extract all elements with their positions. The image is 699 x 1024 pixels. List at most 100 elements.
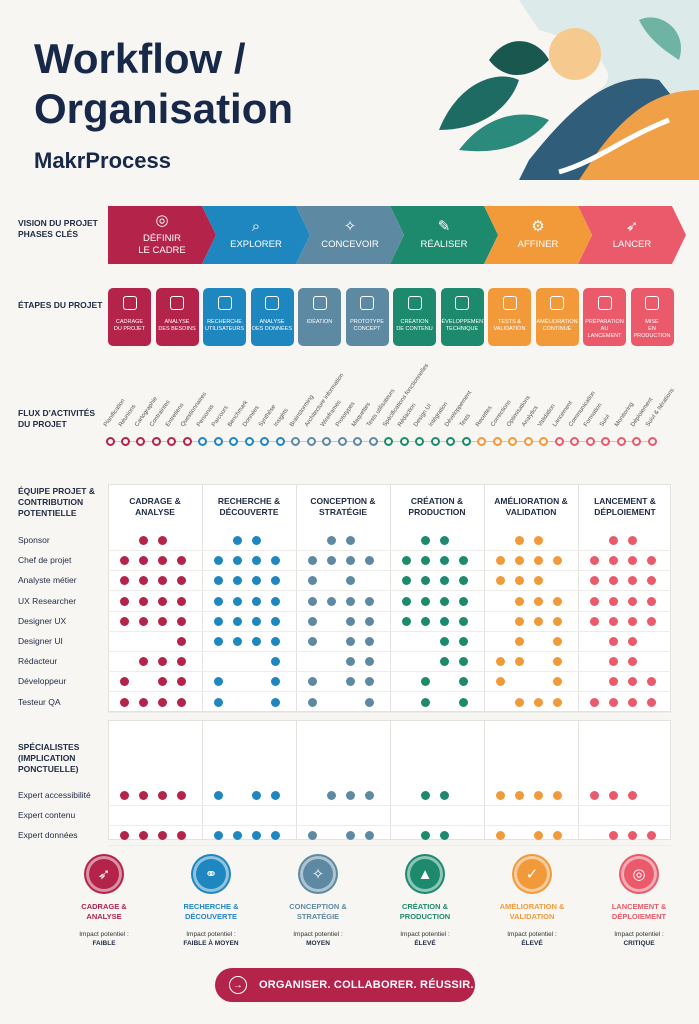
- contribution-dot: [365, 596, 374, 606]
- activity-dot[interactable]: [337, 437, 347, 446]
- activity-dot[interactable]: [105, 437, 115, 446]
- activity-dot[interactable]: [430, 437, 440, 446]
- impact-card-6: ◎ LANCEMENT & DÉPLOIEMENT Impact potentiel…: [587, 856, 691, 948]
- activity-dot[interactable]: [182, 437, 192, 446]
- step-card-2[interactable]: ANALYSE DES BESOINS: [155, 288, 199, 346]
- activity-dot[interactable]: [260, 437, 270, 446]
- phase-5[interactable]: ⚙ AFFINER: [484, 206, 592, 264]
- contribution-dot: [440, 657, 449, 667]
- contribution-dot: [233, 556, 242, 566]
- impact-level: FAIBLE: [92, 940, 116, 947]
- contribution-dot: [252, 556, 261, 566]
- activity-dot[interactable]: [647, 437, 657, 446]
- step-card-6[interactable]: PROTOTYPE CONCEPT: [345, 288, 389, 346]
- arrow-right-icon: →: [229, 976, 247, 994]
- activity-dot[interactable]: [213, 437, 223, 446]
- step-card-9[interactable]: TESTS & VALIDATION: [488, 288, 531, 346]
- contribution-dot: [120, 831, 129, 840]
- phase-6[interactable]: ➶ LANCER: [578, 206, 686, 264]
- activity-dot[interactable]: [554, 437, 564, 446]
- step-label: ANALYSE DES DONNÉES: [251, 319, 293, 332]
- impact-name: AMÉLIORATION & VALIDATION: [499, 902, 565, 921]
- contribution-dot: [553, 556, 562, 566]
- activity-dot[interactable]: [151, 437, 161, 446]
- contribution-dot: [421, 556, 430, 566]
- activity-dot[interactable]: [275, 437, 285, 446]
- cube-icon: [360, 296, 374, 310]
- contribution-dot: [609, 637, 618, 646]
- contribution-dot: [402, 616, 411, 626]
- column-divider: [390, 484, 391, 712]
- activity-dot[interactable]: [291, 437, 301, 446]
- activity-dot[interactable]: [229, 437, 239, 446]
- activity-dot[interactable]: [523, 437, 533, 446]
- contribution-dot: [120, 791, 129, 800]
- column-divider: [296, 484, 297, 712]
- contribution-dot: [177, 831, 186, 840]
- activity-dot[interactable]: [368, 437, 378, 446]
- step-card-5[interactable]: IDÉATION: [298, 288, 341, 346]
- activity-dot[interactable]: [136, 437, 146, 446]
- activity-dot[interactable]: [415, 437, 425, 446]
- step-card-7[interactable]: CRÉATION DE CONTENU: [393, 288, 436, 346]
- cta-button[interactable]: → ORGANISER. COLLABORER. RÉUSSIR.: [215, 968, 475, 1002]
- activity-dot[interactable]: [353, 437, 363, 446]
- contribution-dot: [308, 697, 317, 707]
- step-card-4[interactable]: ANALYSE DES DONNÉES: [250, 288, 294, 346]
- activity-dot[interactable]: [616, 437, 626, 446]
- activity-dot[interactable]: [167, 437, 177, 446]
- phase-3[interactable]: ✧ CONCEVOIR: [296, 206, 404, 264]
- phase-4[interactable]: ✎ RÉALISER: [390, 206, 498, 264]
- title-line-1: Workflow /: [34, 35, 246, 82]
- contribution-dot: [421, 616, 430, 626]
- phase-1[interactable]: ◎ DÉFINIR LE CADRE: [108, 206, 216, 264]
- step-label: ANALYSE DES BESOINS: [158, 319, 196, 332]
- contribution-dot: [440, 536, 449, 545]
- step-card-1[interactable]: CADRAGE DU PROJET: [108, 288, 151, 346]
- phase-label: DÉFINIR LE CADRE: [138, 233, 186, 256]
- activity-dot[interactable]: [461, 437, 471, 446]
- activity-dot[interactable]: [477, 437, 487, 446]
- activity-dot[interactable]: [508, 437, 518, 446]
- activity-dot[interactable]: [539, 437, 549, 446]
- step-card-10[interactable]: AMÉLIORATION CONTINUE: [535, 288, 579, 346]
- role-label: Designer UI: [18, 636, 63, 646]
- activity-dot[interactable]: [384, 437, 394, 446]
- step-card-12[interactable]: MISE EN PRODUCTION: [630, 288, 674, 346]
- step-card-8[interactable]: DÉVELOPPEMENT TECHNIQUE: [438, 288, 486, 346]
- contribution-dot: [459, 697, 468, 707]
- step-card-11[interactable]: PRÉPARATION AU LANCEMENT: [583, 288, 626, 346]
- badge-check-icon: ✓: [514, 856, 550, 892]
- activity-dot[interactable]: [322, 437, 332, 446]
- activity-dot[interactable]: [492, 437, 502, 446]
- phase-2[interactable]: ⌕ EXPLORER: [202, 206, 310, 264]
- contribution-dot: [139, 616, 148, 626]
- activity-dot[interactable]: [632, 437, 641, 446]
- contribution-dot: [421, 576, 430, 586]
- cycle-icon: [550, 296, 564, 310]
- contribution-dot: [628, 657, 637, 667]
- activity-dot[interactable]: [601, 437, 611, 446]
- contribution-dot: [346, 831, 355, 840]
- activity-dot[interactable]: [570, 437, 580, 446]
- activity-dot[interactable]: [120, 437, 130, 446]
- contribution-dot: [271, 677, 280, 687]
- activity-dot[interactable]: [446, 437, 456, 446]
- contribution-dot: [158, 697, 167, 707]
- contribution-dot: [252, 637, 261, 646]
- contribution-dot: [647, 697, 656, 707]
- activity-dot[interactable]: [198, 437, 208, 446]
- step-label: AMÉLIORATION CONTINUE: [536, 319, 578, 332]
- growth-chart-icon: ▲: [407, 856, 443, 892]
- contribution-dot: [440, 791, 449, 800]
- step-card-3[interactable]: RECHERCHE UTILISATEURS: [203, 288, 246, 346]
- activity-dot[interactable]: [585, 437, 595, 446]
- impact-potential-label: Impact potentiel :: [614, 931, 664, 938]
- contribution-dot: [177, 616, 186, 626]
- impact-card-2: ⚭ RECHERCHE & DÉCOUVERTE Impact potentiel …: [159, 856, 263, 948]
- activity-dot[interactable]: [399, 437, 409, 446]
- activity-dot[interactable]: [244, 437, 254, 446]
- activity-dot[interactable]: [306, 437, 316, 446]
- gear-icon: ⚙: [531, 218, 545, 235]
- row-divider: [108, 630, 671, 632]
